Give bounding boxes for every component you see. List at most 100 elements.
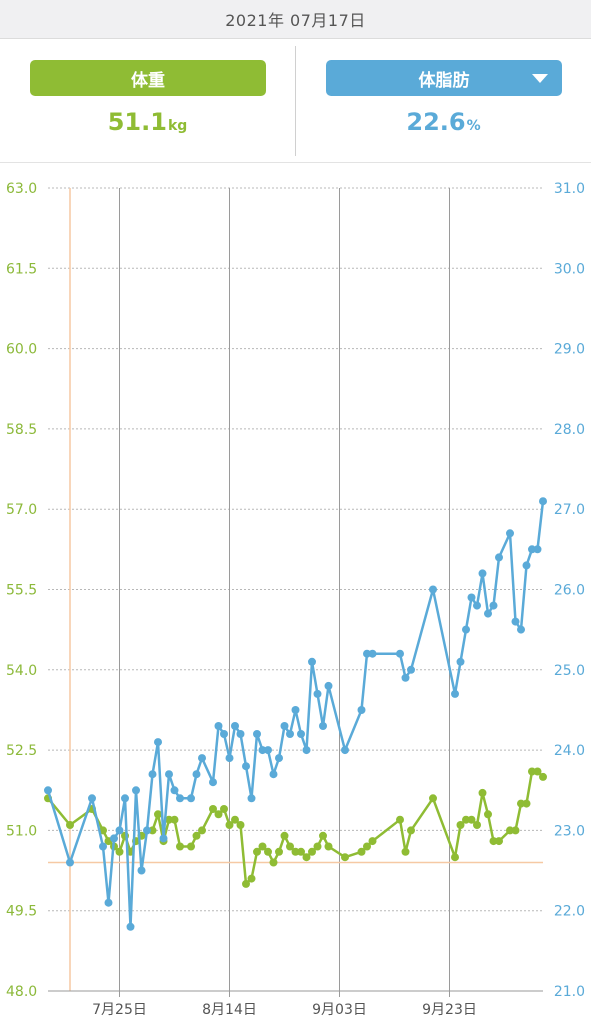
fat-data-point (533, 545, 542, 554)
fat-data-point (242, 762, 250, 771)
weight-data-point (165, 815, 173, 824)
weight-data-point (247, 874, 256, 883)
fat-data-point (506, 529, 514, 538)
weight-data-point (506, 826, 514, 835)
current-date: 2021年 07月17日 (225, 11, 366, 30)
fat-data-point (511, 617, 520, 626)
weight-data-point (478, 788, 487, 797)
fat-data-point (170, 786, 179, 795)
fat-data-point (313, 689, 322, 698)
left-tick-label: 63.0 (6, 181, 37, 197)
weight-data-point (209, 805, 217, 813)
fat-data-point (401, 673, 410, 682)
weight-data-point (396, 815, 404, 824)
fat-data-point (522, 561, 531, 570)
weight-data-point (214, 810, 223, 819)
weight-data-point (319, 831, 327, 840)
weight-data-point (533, 767, 542, 776)
fat-data-point (143, 826, 151, 835)
fat-data-point (291, 706, 300, 714)
panel-divider (295, 46, 296, 156)
weight-button-label: 体重 (131, 70, 165, 91)
right-tick-label: 26.0 (554, 583, 585, 599)
weight-data-point (528, 767, 536, 776)
weight-data-point (187, 842, 195, 851)
weight-data-point (462, 815, 470, 824)
weight-data-point (308, 847, 316, 856)
right-tick-label: 21.0 (554, 984, 585, 1000)
fat-data-point (225, 754, 234, 763)
left-tick-label: 58.5 (6, 422, 37, 438)
fat-data-point (44, 786, 52, 795)
fat-data-point (220, 730, 228, 738)
weight-unit: kg (167, 118, 188, 134)
fat-button-label: 体脂肪 (418, 70, 470, 91)
fat-data-point (253, 730, 261, 738)
left-tick-label: 61.5 (6, 261, 37, 277)
fat-data-point (341, 746, 349, 755)
weight-data-point (467, 815, 476, 824)
weight-value: 51.1 (107, 108, 167, 136)
fat-data-point (258, 746, 267, 755)
fat-data-point (247, 794, 256, 803)
left-tick-label: 55.5 (6, 583, 37, 599)
left-tick-label: 48.0 (6, 984, 37, 1000)
fat-data-point (231, 722, 239, 730)
left-tick-label: 57.0 (6, 502, 37, 518)
weight-data-point (275, 847, 283, 856)
x-tick-label: 9月03日 (312, 1002, 367, 1018)
fat-data-point (104, 898, 113, 907)
fat-data-point (88, 794, 96, 803)
weight-data-point (286, 842, 294, 851)
fat-data-point (126, 922, 135, 931)
weight-data-point (407, 826, 415, 835)
fat-data-point (286, 730, 294, 738)
fat-data-point (297, 730, 305, 738)
right-tick-label: 31.0 (554, 181, 585, 197)
weight-data-point (258, 842, 267, 851)
fat-data-point (462, 625, 470, 634)
fat-data-point (165, 770, 173, 779)
date-header[interactable]: 2021年 07月17日 (0, 0, 591, 39)
weight-data-point (154, 810, 162, 819)
fat-data-point (539, 497, 547, 506)
fat-unit: % (466, 118, 481, 134)
fat-data-point (319, 722, 327, 730)
weight-fat-chart[interactable]: 63.0 31.0 61.5 30.0 60.0 29.0 58.5 28.0 57.0 27.0… (0, 163, 591, 1024)
fat-data-point (269, 770, 278, 779)
fat-data-point (363, 649, 371, 658)
fat-data-point (357, 706, 366, 714)
fat-button[interactable]: 体脂肪 (326, 60, 562, 96)
weight-data-point (170, 815, 179, 824)
weight-data-point (451, 853, 459, 862)
fat-data-point (148, 770, 157, 779)
fat-data-point (280, 722, 289, 730)
fat-data-point (429, 585, 437, 594)
left-tick-label: 51.0 (6, 823, 37, 839)
fat-data-point (478, 569, 487, 578)
weight-data-point (264, 847, 272, 856)
fat-data-point (456, 657, 465, 666)
caret-down-icon (532, 74, 548, 83)
weight-data-point (522, 799, 531, 808)
weight-data-point (357, 847, 366, 856)
right-tick-label: 27.0 (554, 502, 585, 518)
fat-data-point (132, 786, 140, 795)
fat-data-point (214, 722, 223, 730)
x-tick-label: 7月25日 (92, 1002, 147, 1018)
weight-data-point (302, 853, 311, 862)
weight-data-point (324, 842, 333, 851)
fat-data-point (66, 858, 74, 867)
weight-data-point (269, 858, 278, 867)
weight-data-point (539, 772, 547, 781)
left-tick-label: 52.5 (6, 743, 37, 759)
weight-data-point (220, 805, 228, 813)
weight-button[interactable]: 体重 (30, 60, 266, 96)
fat-data-point (110, 834, 118, 843)
fat-data-point (115, 826, 124, 835)
weight-data-point (429, 794, 437, 803)
weight-reading: 51.1kg (0, 108, 295, 136)
fat-reading: 22.6% (296, 108, 591, 136)
weight-data-point (291, 847, 300, 856)
weight-data-point (231, 815, 239, 824)
